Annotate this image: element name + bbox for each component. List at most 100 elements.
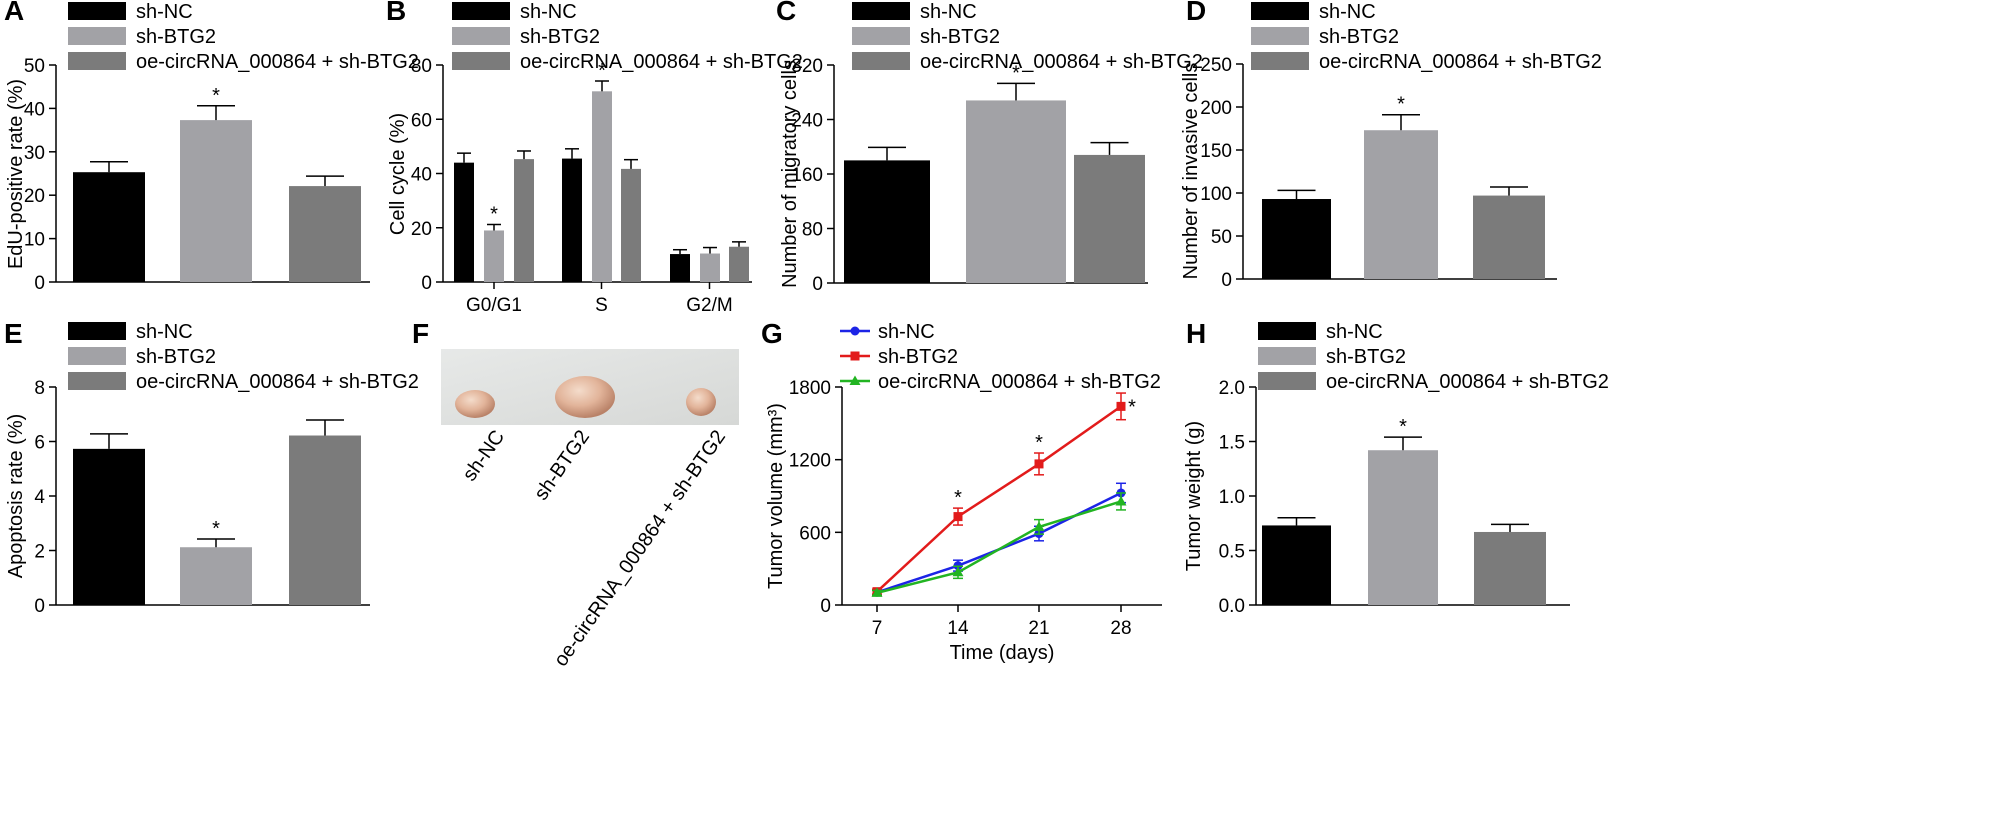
data-point-2-0 — [871, 587, 883, 597]
bar-2 — [289, 186, 361, 282]
panel-b-y-axis-title: Cell cycle (%) — [387, 113, 409, 235]
legend-swatch-1 — [68, 27, 126, 45]
panel-a-y-tick-label: 0 — [34, 273, 45, 294]
bar-0 — [73, 172, 145, 282]
significance-star: * — [598, 60, 606, 82]
panel-e-y-tick-label: 2 — [34, 542, 45, 563]
significance-star: * — [1128, 396, 1136, 418]
panel-letter-e: E — [4, 318, 23, 349]
panel-h-y-axis-title: Tumor weight (g) — [1183, 421, 1205, 571]
panel-b-y-tick-label: 80 — [411, 56, 432, 77]
legend-label-1: sh-BTG2 — [520, 26, 600, 48]
panel-g-y-tick-label: 600 — [799, 523, 831, 544]
panel-b-y-tick-label: 60 — [411, 110, 432, 131]
bar-2 — [1473, 195, 1545, 279]
legend-swatch-0 — [68, 322, 126, 340]
legend-swatch-0 — [852, 2, 910, 20]
data-point-2-1 — [952, 566, 964, 577]
legend-swatch-2 — [68, 372, 126, 390]
bar-0 — [844, 160, 930, 283]
legend-label-1: sh-BTG2 — [878, 346, 958, 368]
panel-g-y-tick-label: 0 — [820, 596, 831, 617]
panel-a-y-tick-label: 30 — [24, 143, 45, 164]
legend-swatch-2 — [68, 52, 126, 70]
legend-label-0: sh-NC — [1319, 1, 1376, 23]
panel-d-y-tick-label: 0 — [1221, 270, 1232, 291]
legend-label-1: sh-BTG2 — [920, 26, 1000, 48]
significance-star-1: * — [212, 85, 220, 107]
x-tick-label-2: G2/M — [686, 295, 732, 316]
photo-label-sh-btg2: sh-BTG2 — [530, 426, 594, 504]
x-axis-title: Time (days) — [950, 642, 1055, 664]
legend-swatch-2 — [452, 52, 510, 70]
panel-a-y-tick-label: 40 — [24, 99, 45, 120]
panel-a-y-tick-label: 10 — [24, 230, 45, 251]
panel-h-y-tick-label: 2.0 — [1219, 378, 1245, 399]
panel-h-y-tick-label: 1.5 — [1219, 433, 1245, 454]
panel-e-y-tick-label: 0 — [34, 596, 45, 617]
bar-0 — [73, 448, 145, 605]
bar-2 — [1474, 531, 1546, 605]
panel-c-y-tick-label: 80 — [802, 220, 823, 241]
legend-label-1: sh-BTG2 — [1326, 346, 1406, 368]
legend-label-0: sh-NC — [520, 1, 577, 23]
legend-label-2: oe-circRNA_000864 + sh-BTG2 — [520, 51, 803, 73]
panel-d-y-tick-label: 200 — [1200, 98, 1232, 119]
bar-1 — [1364, 130, 1438, 279]
panel-c-y-tick-label: 320 — [791, 56, 823, 77]
panel-c-y-tick-label: 0 — [812, 274, 823, 295]
bar-G0/G1-1 — [484, 230, 504, 282]
panel-e-y-tick-label: 6 — [34, 433, 45, 454]
tumor-sh-nc — [455, 390, 495, 418]
panel-c-y-tick-label: 160 — [791, 165, 823, 186]
bar-G2/M-0 — [670, 254, 690, 282]
legend-marker-1 — [850, 351, 860, 361]
legend-label-2: oe-circRNA_000864 + sh-BTG2 — [136, 371, 419, 393]
legend-swatch-1 — [68, 347, 126, 365]
legend-label-0: sh-NC — [136, 1, 193, 23]
panel-g-y-tick-label: 1200 — [789, 451, 831, 472]
x-tick-label-0: 7 — [872, 618, 883, 639]
significance-star-1: * — [1397, 94, 1405, 116]
bar-0 — [1262, 525, 1331, 605]
legend-label-2: oe-circRNA_000864 + sh-BTG2 — [1326, 371, 1609, 393]
panel-h-y-tick-label: 1.0 — [1219, 487, 1245, 508]
x-tick-label-1: 14 — [947, 618, 969, 639]
panel-c-y-axis-title: Number of migratory cells — [779, 60, 801, 288]
bar-S-0 — [562, 158, 582, 282]
legend-swatch-1 — [852, 27, 910, 45]
panel-b-y-tick-label: 40 — [411, 165, 432, 186]
significance-star-1: * — [212, 518, 220, 540]
significance-star: * — [954, 487, 962, 509]
x-tick-label-0: G0/G1 — [466, 295, 522, 316]
data-point-2-2 — [1033, 521, 1045, 531]
data-point-2-3 — [1115, 495, 1127, 506]
panel-d-y-tick-label: 50 — [1211, 227, 1232, 248]
legend-swatch-0 — [452, 2, 510, 20]
legend-label-2: oe-circRNA_000864 + sh-BTG2 — [920, 51, 1203, 73]
legend-label-2: oe-circRNA_000864 + sh-BTG2 — [878, 371, 1161, 393]
bar-1 — [966, 100, 1066, 283]
bar-1 — [180, 547, 252, 605]
significance-star-1: * — [1399, 416, 1407, 438]
bar-G0/G1-0 — [454, 162, 474, 282]
legend-label-1: sh-BTG2 — [136, 346, 216, 368]
panel-letter-c: C — [776, 0, 796, 26]
legend-label-0: sh-NC — [878, 321, 935, 343]
bar-G0/G1-2 — [514, 159, 534, 282]
x-tick-label-2: 21 — [1028, 618, 1049, 639]
bar-1 — [1368, 450, 1438, 605]
panel-h-y-tick-label: 0.5 — [1219, 542, 1245, 563]
legend-swatch-1 — [1251, 27, 1309, 45]
bar-G2/M-1 — [700, 253, 720, 282]
tumor-oe-combo — [686, 388, 716, 416]
panel-e-y-tick-label: 4 — [34, 487, 45, 508]
panel-d-y-tick-label: 150 — [1200, 141, 1232, 162]
data-point-1-3 — [1116, 401, 1126, 411]
panel-e-y-tick-label: 8 — [34, 378, 45, 399]
